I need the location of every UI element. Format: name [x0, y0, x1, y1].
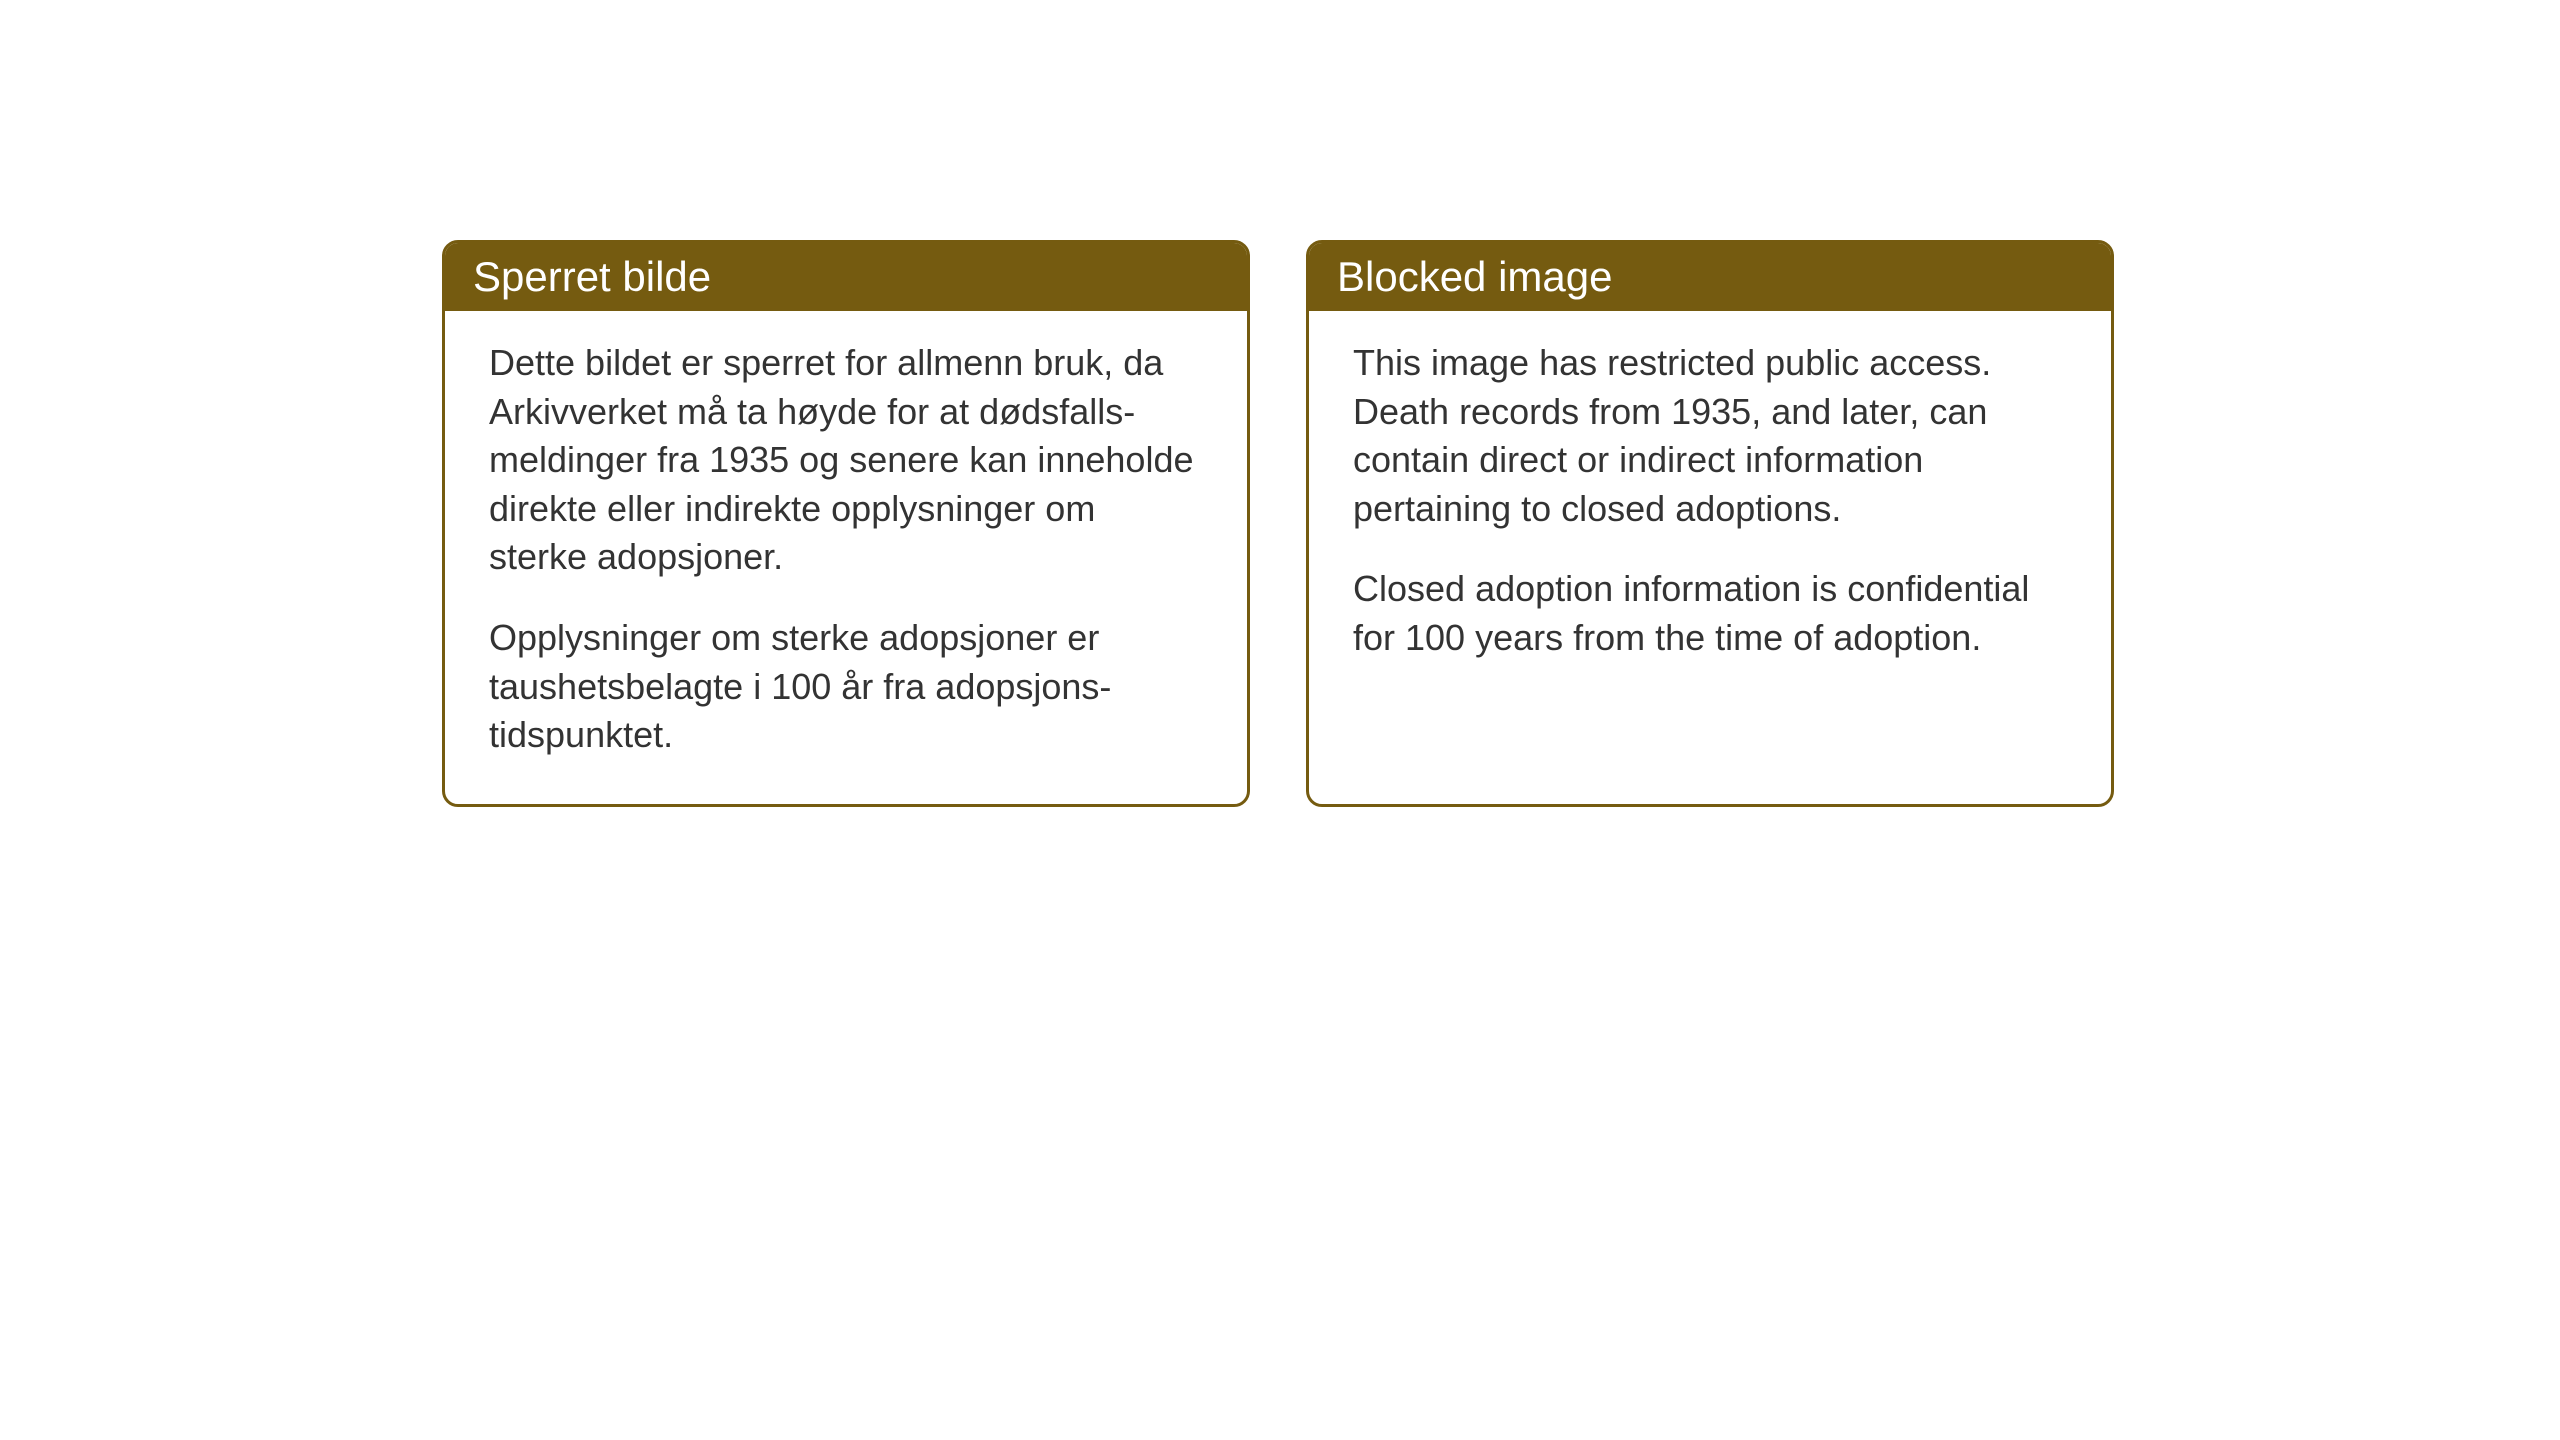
card-body-english: This image has restricted public access.… [1309, 311, 2111, 707]
card-title-english: Blocked image [1337, 253, 1612, 300]
notice-container: Sperret bilde Dette bildet er sperret fo… [442, 240, 2114, 807]
card-paragraph2-english: Closed adoption information is confident… [1353, 565, 2067, 662]
card-title-norwegian: Sperret bilde [473, 253, 711, 300]
card-paragraph1-english: This image has restricted public access.… [1353, 339, 2067, 533]
card-header-english: Blocked image [1309, 243, 2111, 311]
card-norwegian: Sperret bilde Dette bildet er sperret fo… [442, 240, 1250, 807]
card-paragraph1-norwegian: Dette bildet er sperret for allmenn bruk… [489, 339, 1203, 582]
card-paragraph2-norwegian: Opplysninger om sterke adopsjoner er tau… [489, 614, 1203, 760]
card-english: Blocked image This image has restricted … [1306, 240, 2114, 807]
card-body-norwegian: Dette bildet er sperret for allmenn bruk… [445, 311, 1247, 804]
card-header-norwegian: Sperret bilde [445, 243, 1247, 311]
